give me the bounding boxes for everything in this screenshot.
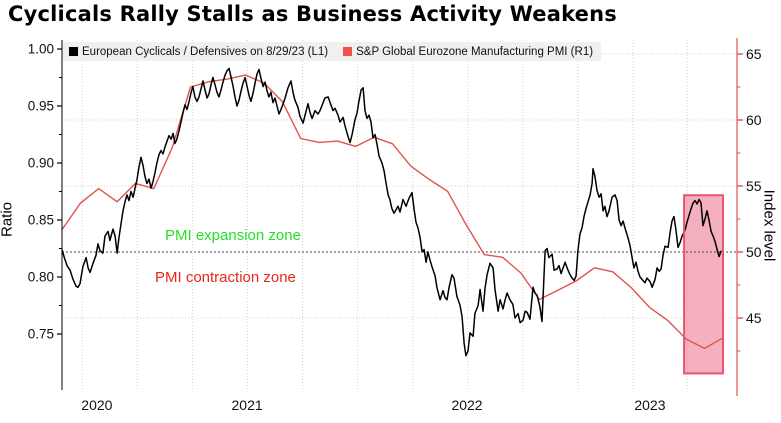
legend-label-pmi: S&P Global Eurozone Manufacturing PMI (R… (356, 45, 594, 58)
highlight-region-border (683, 194, 725, 375)
left-axis-tick-label: 1.00 (28, 42, 54, 57)
left-axis-title: Ratio (0, 201, 16, 238)
legend-swatch-red-icon (343, 47, 353, 56)
right-axis-tick-label: 60 (746, 112, 762, 128)
x-axis-year-label: 2020 (81, 397, 112, 413)
legend-item-pmi: S&P Global Eurozone Manufacturing PMI (R… (343, 46, 593, 58)
x-axis-year-label: 2023 (634, 397, 665, 413)
legend-item-cyclicals: European Cyclicals / Defensives on 8/29/… (69, 46, 328, 58)
right-axis-title: Index level (760, 189, 778, 262)
left-axis-tick-label: 0.75 (28, 327, 54, 342)
x-axis-year-label: 2021 (232, 397, 263, 413)
x-axis-year-label: 2022 (451, 397, 482, 413)
legend-label-cyclicals: European Cyclicals / Defensives on 8/29/… (82, 45, 329, 58)
right-axis-tick-label: 50 (746, 244, 762, 260)
chart-title: Cyclicals Rally Stalls as Business Activ… (8, 2, 617, 26)
right-axis-tick-label: 55 (746, 178, 762, 194)
left-axis-tick-label: 0.95 (28, 99, 54, 114)
left-axis-tick-label: 0.80 (28, 270, 54, 285)
pmi-line (61, 74, 724, 350)
left-axis-tick-label: 0.90 (28, 156, 54, 171)
right-axis-tick-label: 45 (746, 310, 762, 326)
pmi-contraction-zone-label: PMI contraction zone (155, 269, 296, 286)
pmi-expansion-zone-label: PMI expansion zone (165, 227, 301, 244)
legend-swatch-black-icon (69, 47, 78, 56)
cyclicals-defensives-line (61, 67, 722, 357)
right-axis-tick-label: 65 (746, 46, 762, 62)
left-axis-tick-label: 0.85 (28, 213, 54, 228)
chart-legend: European Cyclicals / Defensives on 8/29/… (63, 42, 602, 61)
